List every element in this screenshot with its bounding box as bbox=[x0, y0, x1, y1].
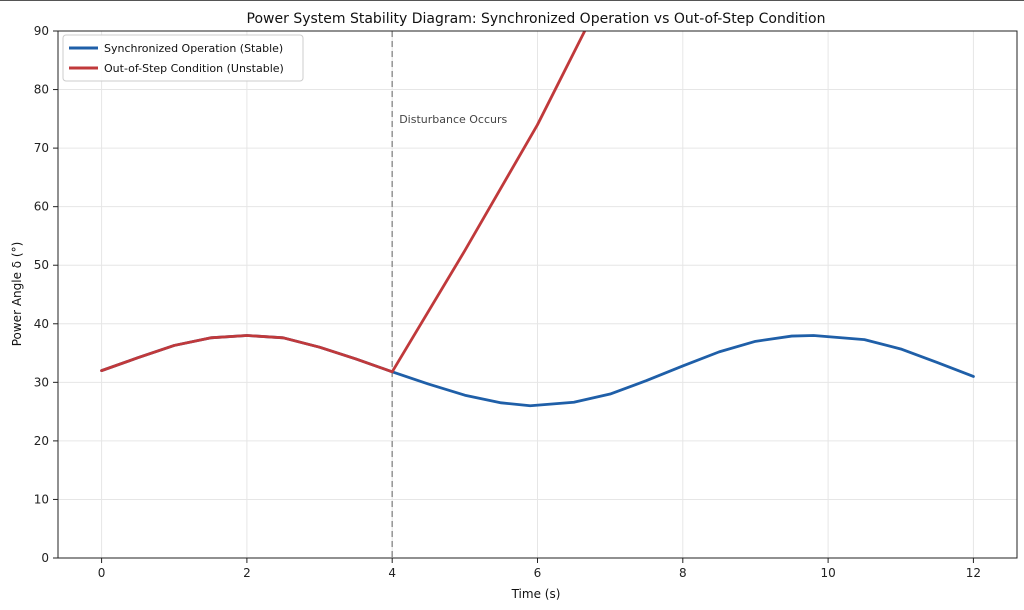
legend-label-stable: Synchronized Operation (Stable) bbox=[104, 42, 283, 55]
y-axis-label: Power Angle δ (°) bbox=[10, 242, 24, 347]
x-tick-label: 2 bbox=[243, 566, 251, 580]
chart-title: Power System Stability Diagram: Synchron… bbox=[247, 11, 826, 27]
grid-lines bbox=[58, 30, 1017, 559]
x-tick-label: 4 bbox=[388, 566, 396, 580]
axis-ticks: 0 2 4 6 8 10 12 0 10 20 30 40 50 60 70 80 90 bbox=[34, 24, 981, 580]
y-tick-label: 20 bbox=[34, 434, 49, 448]
top-border bbox=[0, 0, 1024, 1]
annotation-disturbance: Disturbance Occurs bbox=[399, 113, 507, 126]
x-axis-label: Time (s) bbox=[511, 587, 561, 601]
y-tick-label: 40 bbox=[34, 317, 49, 331]
x-tick-label: 12 bbox=[966, 566, 981, 580]
series-line-unstable bbox=[100, 31, 587, 374]
legend-box bbox=[62, 34, 304, 82]
legend-label-unstable: Out-of-Step Condition (Unstable) bbox=[104, 62, 284, 75]
x-tick-label: 0 bbox=[98, 566, 106, 580]
y-tick-label: 0 bbox=[41, 551, 49, 565]
y-tick-label: 50 bbox=[34, 258, 49, 272]
y-tick-label: 30 bbox=[34, 375, 49, 389]
x-tick-label: 10 bbox=[820, 566, 835, 580]
x-tick-label: 6 bbox=[534, 566, 542, 580]
series-lines bbox=[100, 31, 975, 408]
y-tick-label: 60 bbox=[34, 200, 49, 214]
y-tick-label: 70 bbox=[34, 141, 49, 155]
y-tick-label: 10 bbox=[34, 492, 49, 506]
y-tick-label: 90 bbox=[34, 24, 49, 38]
legend: Synchronized Operation (Stable) Out-of-S… bbox=[62, 34, 304, 82]
x-tick-label: 8 bbox=[679, 566, 687, 580]
y-tick-label: 80 bbox=[34, 83, 49, 97]
